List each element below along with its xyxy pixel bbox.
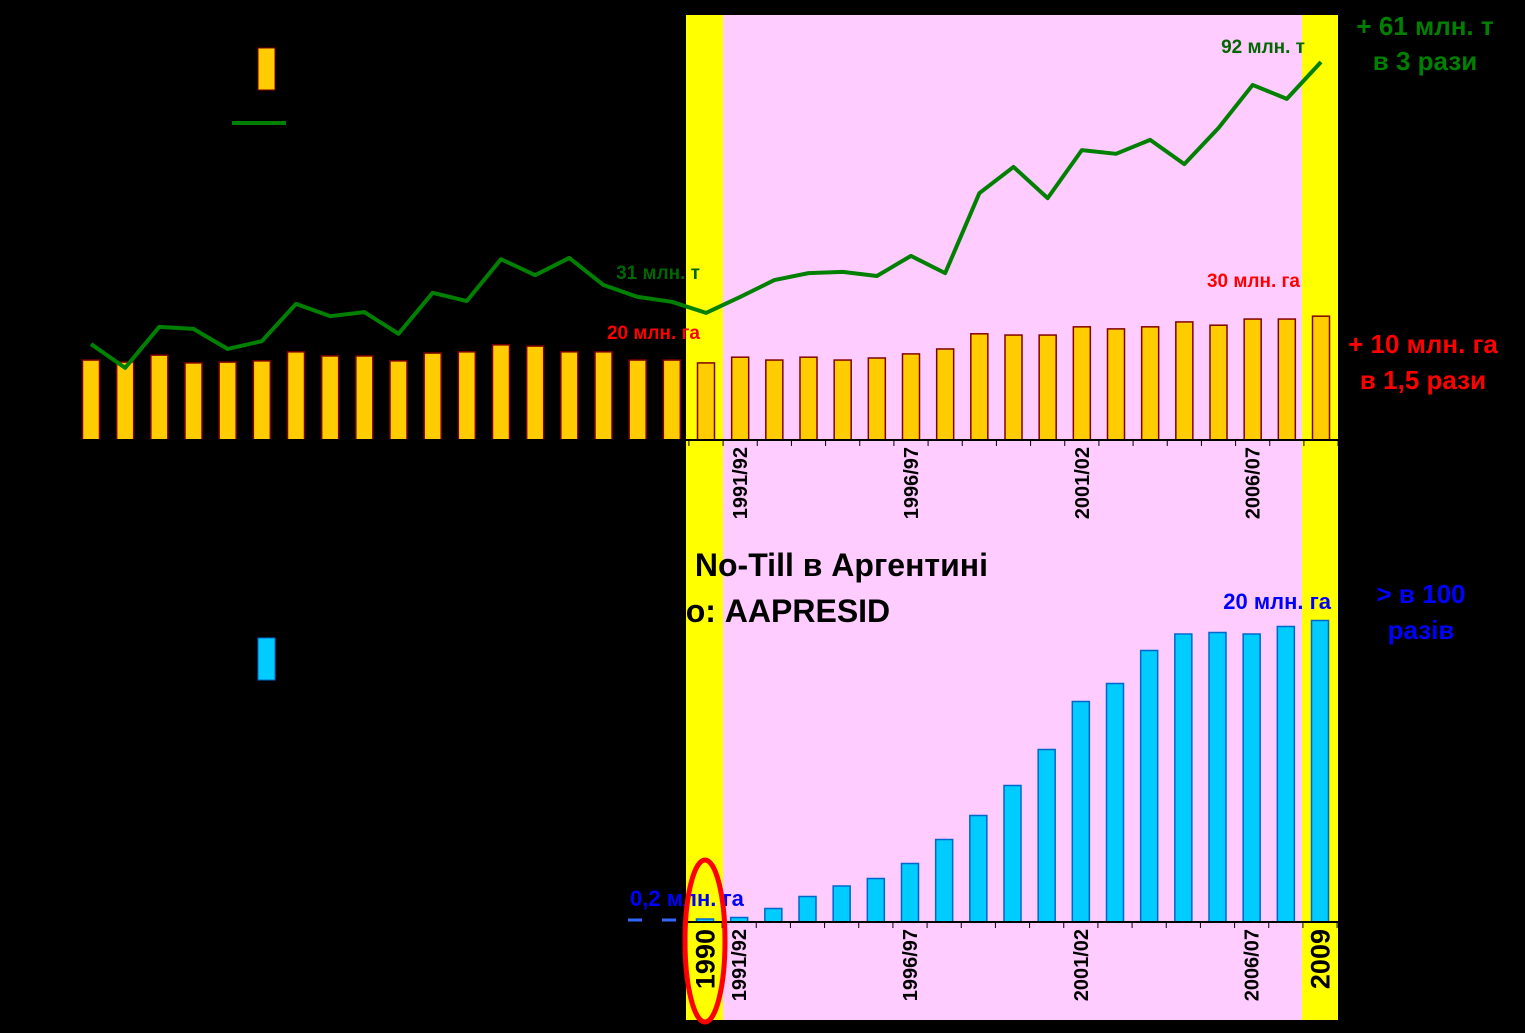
annotation: 20 млн. га	[607, 323, 700, 344]
x-tick-label: 1996/97	[901, 447, 923, 519]
annotation: разів	[1388, 615, 1455, 645]
annotation: в 1,5 рази	[1360, 365, 1486, 395]
bar	[423, 352, 442, 441]
bar	[1139, 649, 1159, 923]
bar	[730, 356, 750, 441]
bar	[628, 359, 647, 441]
bar	[491, 344, 511, 441]
annotation: + 10 млн. га	[1348, 329, 1498, 359]
line-series	[89, 60, 1323, 370]
bar	[1242, 633, 1261, 923]
bar	[320, 355, 340, 441]
bar	[765, 359, 784, 441]
bar	[1174, 633, 1193, 923]
x-tick-label: 1990	[690, 929, 720, 989]
x-tick-label: 2001/02	[1071, 929, 1093, 1001]
bar	[594, 351, 613, 441]
bar	[832, 885, 851, 923]
bar	[1310, 619, 1330, 923]
bar	[1072, 326, 1092, 441]
bar	[389, 360, 408, 441]
x-tick-label: 1991/92	[730, 447, 752, 519]
bar	[969, 814, 988, 923]
annotation: 31 млн. т	[616, 263, 700, 284]
bar	[798, 895, 817, 923]
bar	[900, 862, 920, 923]
bar	[1175, 321, 1194, 441]
bar	[1106, 328, 1126, 441]
x-tick-label: 1991/92	[729, 929, 751, 1001]
bar	[1071, 700, 1091, 923]
bar	[833, 359, 852, 441]
annotation: > в 100	[1377, 579, 1466, 609]
annotation: 20 млн. га	[1223, 589, 1332, 614]
annotation: 92 млн. т	[1221, 37, 1305, 58]
annotation: 30 млн. га	[1207, 271, 1300, 292]
bar	[81, 359, 101, 441]
x-tick-label: 2006/07	[1243, 447, 1265, 519]
x-tick-label: 1996/97	[900, 929, 922, 1001]
bar	[662, 359, 682, 441]
bar	[1243, 318, 1262, 441]
annotation: + 61 млн. т	[1356, 11, 1493, 41]
x-tick-label: 2006/07	[1242, 929, 1264, 1001]
annotation: в 3 рази	[1373, 46, 1477, 76]
bar	[1311, 315, 1331, 441]
x-tick-label: 2001/02	[1072, 447, 1094, 519]
bar	[934, 838, 954, 923]
bar	[1105, 682, 1125, 923]
bar	[1004, 334, 1023, 441]
chart-title: ня No-Till в Аргентині	[648, 547, 988, 583]
legend-bar-2	[257, 637, 276, 681]
bar	[115, 361, 135, 441]
bar	[525, 345, 545, 441]
bar	[1003, 784, 1022, 923]
band-1990	[686, 15, 723, 1020]
bar	[696, 362, 716, 441]
bar	[935, 348, 955, 441]
bar	[457, 351, 477, 441]
bar	[764, 907, 783, 923]
bar	[867, 357, 887, 441]
bar	[1277, 318, 1297, 441]
bar	[901, 353, 921, 441]
bar	[799, 356, 818, 441]
bar	[1037, 748, 1056, 923]
bar	[1209, 324, 1228, 441]
bar	[286, 351, 306, 441]
legend-bar	[257, 47, 276, 91]
bar	[252, 360, 272, 441]
bar	[218, 361, 237, 441]
bar	[184, 362, 203, 441]
bar	[1140, 326, 1160, 441]
x-tick-label: 2009	[1305, 929, 1335, 989]
bar	[1208, 631, 1227, 923]
bar	[866, 877, 886, 923]
bar	[355, 355, 374, 441]
highlight-ellipse	[682, 857, 728, 1025]
bar	[150, 354, 169, 441]
bar	[1276, 625, 1296, 923]
bar	[970, 333, 989, 441]
chart-title: ело: AAPRESID	[648, 593, 890, 629]
bar	[1038, 334, 1057, 441]
bar	[560, 351, 579, 441]
